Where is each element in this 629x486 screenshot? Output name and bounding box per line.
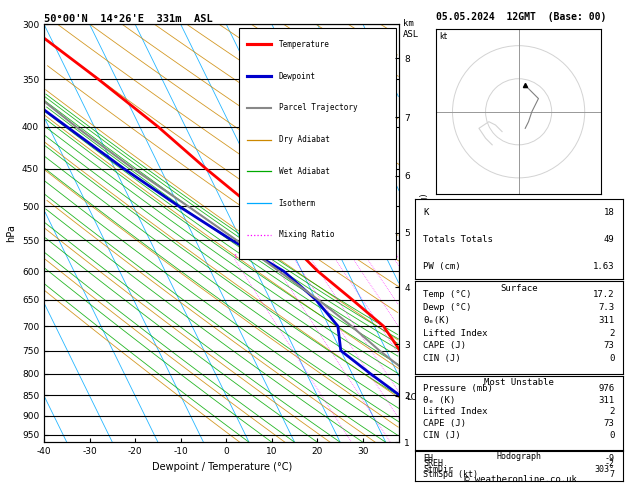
Text: CAPE (J): CAPE (J) [423, 342, 467, 350]
Text: Most Unstable: Most Unstable [484, 378, 554, 387]
Text: θₑ(K): θₑ(K) [423, 316, 450, 325]
Text: Dry Adiabat: Dry Adiabat [279, 135, 330, 144]
Text: 73: 73 [604, 342, 615, 350]
Text: 0: 0 [609, 431, 615, 440]
Text: 976: 976 [598, 384, 615, 393]
Text: Lifted Index: Lifted Index [423, 407, 488, 417]
Text: Lifted Index: Lifted Index [423, 329, 488, 338]
Text: 50°00'N  14°26'E  331m  ASL: 50°00'N 14°26'E 331m ASL [44, 14, 213, 23]
Text: Totals Totals: Totals Totals [423, 235, 493, 244]
Text: 2: 2 [609, 407, 615, 417]
Text: 73: 73 [604, 419, 615, 428]
Text: 10: 10 [364, 254, 371, 259]
Text: km
ASL: km ASL [403, 19, 419, 39]
Text: Isotherm: Isotherm [279, 199, 316, 208]
Text: SREH: SREH [423, 459, 443, 469]
Text: EH: EH [423, 454, 433, 463]
Text: 17.2: 17.2 [593, 291, 615, 299]
X-axis label: Dewpoint / Temperature (°C): Dewpoint / Temperature (°C) [152, 462, 292, 472]
Text: 303°: 303° [594, 465, 615, 473]
Text: 1: 1 [233, 254, 237, 259]
Text: 311: 311 [598, 396, 615, 404]
Text: 2: 2 [609, 329, 615, 338]
Text: θₑ (K): θₑ (K) [423, 396, 455, 404]
Text: 6: 6 [333, 254, 337, 259]
Text: 311: 311 [598, 316, 615, 325]
Text: Parcel Trajectory: Parcel Trajectory [279, 104, 357, 112]
Text: 8: 8 [352, 254, 355, 259]
Text: -9: -9 [604, 454, 615, 463]
Text: 05.05.2024  12GMT  (Base: 00): 05.05.2024 12GMT (Base: 00) [436, 12, 606, 22]
Text: Wet Adiabat: Wet Adiabat [279, 167, 330, 176]
Text: Temperature: Temperature [279, 40, 330, 49]
Text: Dewpoint: Dewpoint [279, 71, 316, 81]
Text: Hodograph: Hodograph [496, 452, 542, 461]
Text: 4: 4 [309, 254, 313, 259]
Text: K: K [423, 208, 429, 217]
Text: LCL: LCL [406, 393, 421, 402]
Text: Pressure (mb): Pressure (mb) [423, 384, 493, 393]
Text: CIN (J): CIN (J) [423, 354, 461, 363]
Text: © weatheronline.co.uk: © weatheronline.co.uk [464, 474, 577, 484]
FancyBboxPatch shape [240, 29, 396, 259]
Text: 7: 7 [610, 470, 615, 479]
Text: Mixing Ratio: Mixing Ratio [279, 230, 334, 240]
Text: -2: -2 [604, 459, 615, 469]
Y-axis label: hPa: hPa [6, 225, 16, 242]
Text: kt: kt [439, 33, 447, 41]
Text: 0: 0 [609, 354, 615, 363]
Text: 49: 49 [604, 235, 615, 244]
Text: Dewp (°C): Dewp (°C) [423, 303, 472, 312]
Text: 3: 3 [292, 254, 296, 259]
Text: Surface: Surface [500, 284, 538, 293]
Text: Temp (°C): Temp (°C) [423, 291, 472, 299]
Text: 2: 2 [270, 254, 273, 259]
Text: StmSpd (kt): StmSpd (kt) [423, 470, 479, 479]
Text: 7.3: 7.3 [598, 303, 615, 312]
Text: PW (cm): PW (cm) [423, 261, 461, 271]
Text: StmDir: StmDir [423, 465, 454, 473]
Text: 15: 15 [391, 254, 398, 259]
Text: 18: 18 [604, 208, 615, 217]
Text: CIN (J): CIN (J) [423, 431, 461, 440]
Text: Mixing Ratio (g/kg): Mixing Ratio (g/kg) [420, 193, 429, 273]
Text: 1.63: 1.63 [593, 261, 615, 271]
Text: CAPE (J): CAPE (J) [423, 419, 467, 428]
